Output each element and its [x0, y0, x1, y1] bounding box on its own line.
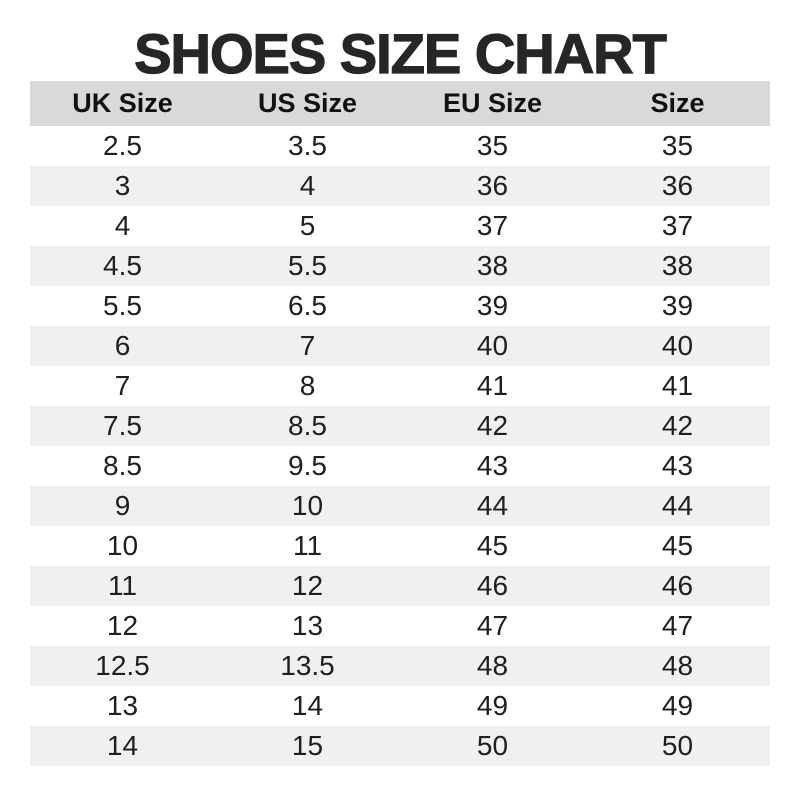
table-cell: 41 — [476, 370, 509, 401]
table-cell: 40 — [476, 330, 509, 361]
table-cell: 35 — [476, 130, 509, 161]
column-header-size: Size — [585, 81, 770, 126]
table-cell: 44 — [476, 490, 509, 521]
table-cell: 47 — [476, 610, 509, 641]
table-cell: 4 — [299, 170, 316, 201]
table-row: 6 7 40 40 — [30, 326, 770, 366]
size-chart-table: UK Size US Size EU Size Size 2.5 3.5 35 35 3… — [30, 81, 770, 766]
table-cell: 5 — [299, 210, 316, 241]
table-row: 7.5 8.5 42 42 — [30, 406, 770, 446]
table-cell: 15 — [291, 730, 324, 761]
table-cell: 13.5 — [280, 650, 335, 681]
table-cell: 2.5 — [103, 130, 142, 161]
table-row: 4 5 37 37 — [30, 206, 770, 246]
table-row: 2.5 3.5 35 35 — [30, 126, 770, 166]
table-cell: 50 — [476, 730, 509, 761]
table-cell: 41 — [661, 370, 694, 401]
table-cell: 42 — [661, 410, 694, 441]
table-cell: 50 — [661, 730, 694, 761]
table-row: 13 14 49 49 — [30, 686, 770, 726]
table-cell: 36 — [661, 170, 694, 201]
table-cell: 10 — [291, 490, 324, 521]
table-cell: 3 — [114, 170, 131, 201]
table-cell: 6 — [114, 330, 131, 361]
table-cell: 42 — [476, 410, 509, 441]
table-cell: 46 — [476, 570, 509, 601]
column-header-eu-size: EU Size — [400, 81, 585, 126]
page-title: SHOES SIZE CHART — [134, 22, 668, 85]
table-cell: 7 — [299, 330, 316, 361]
table-cell: 40 — [661, 330, 694, 361]
column-header-us-size: US Size — [215, 81, 400, 126]
table-cell: 12.5 — [95, 650, 150, 681]
table-cell: 9 — [114, 490, 131, 521]
table-cell: 7.5 — [103, 410, 142, 441]
table-cell: 45 — [476, 530, 509, 561]
table-row: 12 13 47 47 — [30, 606, 770, 646]
table-cell: 38 — [661, 250, 694, 281]
table-row: 12.5 13.5 48 48 — [30, 646, 770, 686]
table-cell: 13 — [106, 690, 139, 721]
table-cell: 9.5 — [288, 450, 327, 481]
table-header: UK Size US Size EU Size Size — [30, 81, 770, 126]
table-cell: 49 — [476, 690, 509, 721]
header-row: UK Size US Size EU Size Size — [30, 81, 770, 126]
table-cell: 43 — [476, 450, 509, 481]
table-row: 14 15 50 50 — [30, 726, 770, 766]
table-cell: 43 — [661, 450, 694, 481]
table-cell: 3.5 — [288, 130, 327, 161]
table-cell: 48 — [661, 650, 694, 681]
table-cell: 4 — [114, 210, 131, 241]
table-cell: 13 — [291, 610, 324, 641]
table-cell: 45 — [661, 530, 694, 561]
table-cell: 48 — [476, 650, 509, 681]
table-cell: 14 — [291, 690, 324, 721]
table-cell: 10 — [106, 530, 139, 561]
table-cell: 39 — [476, 290, 509, 321]
table-cell: 8.5 — [288, 410, 327, 441]
table-row: 10 11 45 45 — [30, 526, 770, 566]
table-cell: 44 — [661, 490, 694, 521]
table-cell: 4.5 — [103, 250, 142, 281]
table-row: 11 12 46 46 — [30, 566, 770, 606]
table-cell: 14 — [106, 730, 139, 761]
table-cell: 6.5 — [288, 290, 327, 321]
table-cell: 36 — [476, 170, 509, 201]
table-cell: 46 — [661, 570, 694, 601]
table-row: 8.5 9.5 43 43 — [30, 446, 770, 486]
table-cell: 8 — [299, 370, 316, 401]
table-cell: 12 — [106, 610, 139, 641]
table-cell: 5.5 — [103, 290, 142, 321]
table-cell: 49 — [661, 690, 694, 721]
table-cell: 35 — [661, 130, 694, 161]
table-row: 4.5 5.5 38 38 — [30, 246, 770, 286]
table-cell: 7 — [114, 370, 131, 401]
table-cell: 11 — [292, 530, 323, 561]
table-row: 5.5 6.5 39 39 — [30, 286, 770, 326]
table-row: 7 8 41 41 — [30, 366, 770, 406]
table-row: 3 4 36 36 — [30, 166, 770, 206]
table-cell: 37 — [476, 210, 509, 241]
table-cell: 5.5 — [288, 250, 327, 281]
table-cell: 8.5 — [103, 450, 142, 481]
table-cell: 47 — [661, 610, 694, 641]
table-cell: 12 — [291, 570, 324, 601]
table-cell: 39 — [661, 290, 694, 321]
table-cell: 38 — [476, 250, 509, 281]
table-body: 2.5 3.5 35 35 3 4 36 36 4 5 37 37 4.5 5.5 38 38 5.5 6.5 39… — [30, 126, 770, 766]
column-header-uk-size: UK Size — [30, 81, 215, 126]
table-cell: 11 — [107, 570, 138, 601]
table-cell: 37 — [661, 210, 694, 241]
table-row: 9 10 44 44 — [30, 486, 770, 526]
